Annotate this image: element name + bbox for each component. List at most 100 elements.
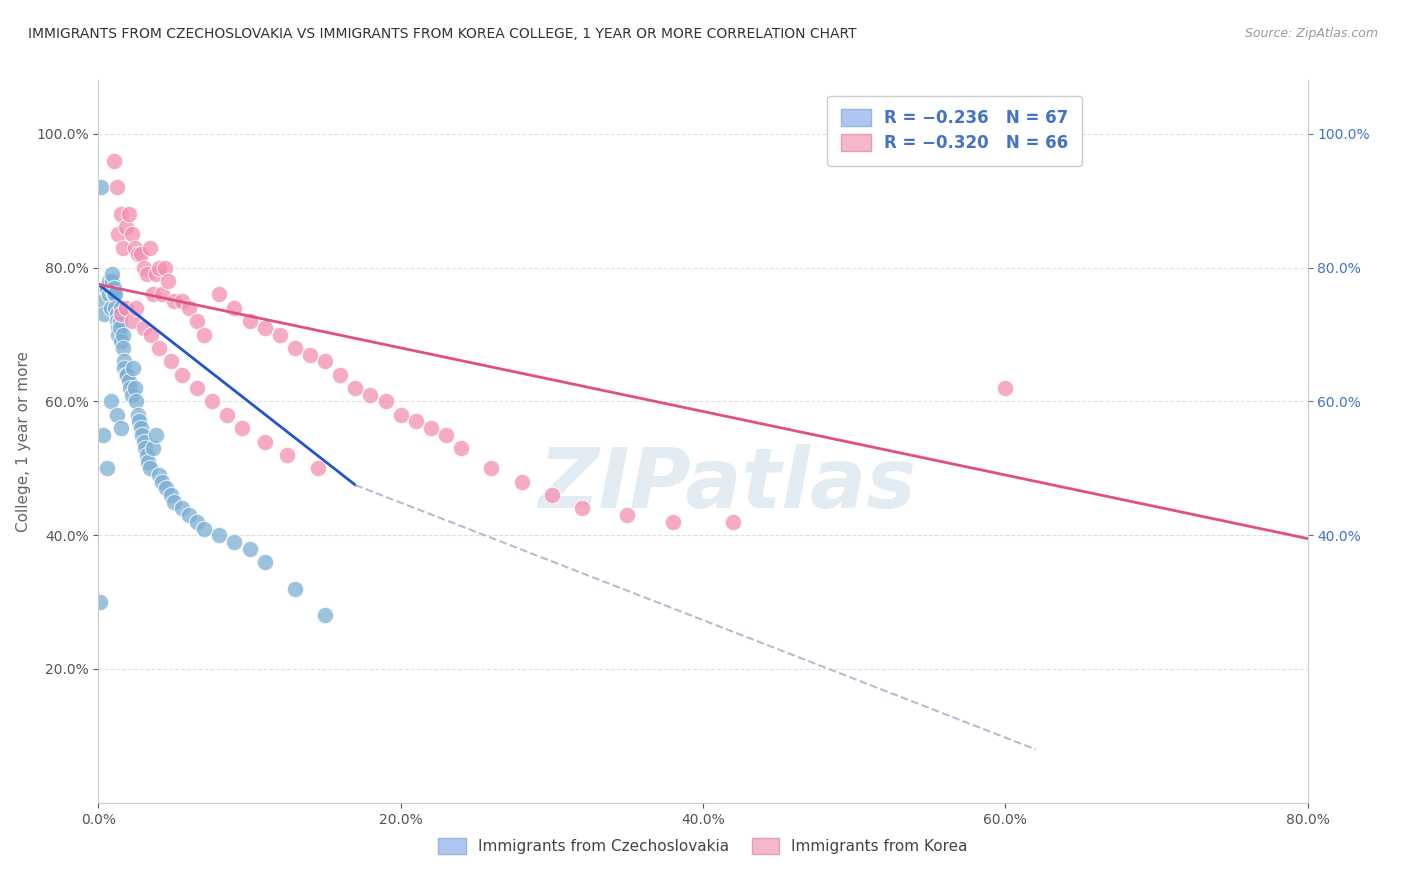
Point [540, 488, 562, 502]
Point [108, 321, 131, 335]
Point [108, 314, 131, 328]
Point [104, 287, 127, 301]
Point [150, 287, 173, 301]
Point [141, 327, 163, 342]
Point [170, 501, 193, 516]
Point [661, 515, 683, 529]
Point [98, 274, 121, 288]
Point [105, 180, 128, 194]
Point [150, 475, 173, 489]
Point [186, 381, 208, 395]
Point [100, 281, 122, 295]
Point [170, 368, 193, 382]
Point [91, 294, 114, 309]
Point [129, 247, 152, 261]
Point [114, 220, 136, 235]
Point [994, 381, 1017, 395]
Point [160, 488, 183, 502]
Text: Source: ZipAtlas.com: Source: ZipAtlas.com [1244, 27, 1378, 40]
Point [125, 301, 148, 315]
Point [201, 394, 224, 409]
Point [193, 521, 215, 535]
Point [110, 334, 132, 349]
Point [231, 421, 253, 435]
Point [510, 475, 533, 489]
Point [186, 314, 208, 328]
Point [112, 361, 135, 376]
Point [145, 427, 167, 442]
Point [153, 260, 176, 275]
Point [156, 274, 179, 288]
Point [94, 281, 117, 295]
Point [405, 414, 427, 429]
Point [239, 541, 262, 556]
Point [101, 268, 124, 282]
Point [101, 274, 124, 288]
Point [224, 301, 246, 315]
Point [104, 301, 127, 315]
Point [103, 281, 125, 295]
Point [105, 314, 128, 328]
Point [616, 508, 638, 523]
Point [314, 354, 336, 368]
Point [253, 555, 276, 569]
Point [450, 442, 472, 455]
Point [314, 608, 336, 623]
Point [163, 294, 186, 309]
Point [179, 508, 201, 523]
Point [98, 287, 121, 301]
Point [389, 408, 412, 422]
Point [110, 301, 132, 315]
Point [110, 307, 132, 322]
Legend: Immigrants from Czechoslovakia, Immigrants from Korea: Immigrants from Czechoslovakia, Immigran… [432, 832, 974, 860]
Point [127, 408, 149, 422]
Point [96, 281, 118, 295]
Point [121, 227, 143, 242]
Point [239, 314, 262, 328]
Point [571, 501, 593, 516]
Point [142, 287, 165, 301]
Point [105, 307, 128, 322]
Point [127, 247, 149, 261]
Point [103, 153, 125, 168]
Point [118, 375, 141, 389]
Point [111, 241, 134, 255]
Point [122, 361, 145, 376]
Point [160, 354, 183, 368]
Point [100, 394, 122, 409]
Point [110, 207, 132, 221]
Point [105, 408, 128, 422]
Y-axis label: College, 1 year or more: College, 1 year or more [15, 351, 31, 532]
Point [129, 421, 152, 435]
Point [155, 482, 177, 496]
Point [107, 321, 129, 335]
Point [148, 260, 170, 275]
Point [344, 381, 367, 395]
Point [269, 327, 291, 342]
Point [186, 515, 208, 529]
Point [163, 494, 186, 508]
Point [120, 381, 142, 395]
Point [374, 394, 396, 409]
Point [148, 467, 170, 482]
Point [96, 461, 118, 475]
Point [139, 461, 162, 475]
Point [100, 301, 122, 315]
Text: IMMIGRANTS FROM CZECHOSLOVAKIA VS IMMIGRANTS FROM KOREA COLLEGE, 1 YEAR OR MORE : IMMIGRANTS FROM CZECHOSLOVAKIA VS IMMIGR… [28, 27, 856, 41]
Point [111, 341, 134, 355]
Point [112, 354, 135, 368]
Point [111, 327, 134, 342]
Point [253, 321, 276, 335]
Point [107, 227, 129, 242]
Point [90, 180, 112, 194]
Point [124, 241, 146, 255]
Point [329, 368, 352, 382]
Text: ZIPatlas: ZIPatlas [538, 444, 917, 525]
Point [125, 394, 148, 409]
Point [136, 455, 159, 469]
Point [360, 387, 382, 401]
Point [224, 534, 246, 549]
Point [132, 434, 155, 449]
Point [208, 528, 231, 542]
Point [103, 287, 125, 301]
